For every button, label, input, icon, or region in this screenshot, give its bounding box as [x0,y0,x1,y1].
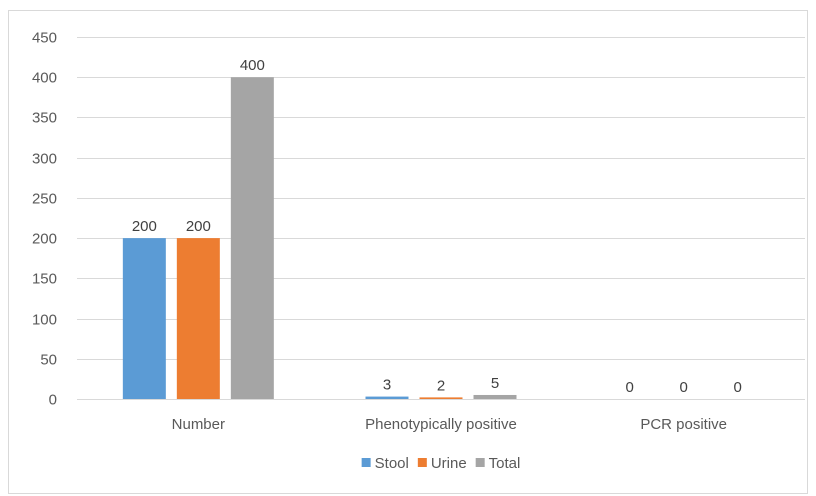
bar [176,238,220,399]
y-tick-label: 250 [32,191,57,208]
bar [230,77,274,399]
y-tick-label: 400 [32,70,57,87]
legend-swatch [361,458,371,467]
legend-label: Stool [375,455,409,472]
legend-label: Urine [431,455,467,472]
y-tick-label: 450 [32,30,57,47]
legend-label: Total [489,455,521,472]
bar [365,396,409,399]
data-label: 5 [491,375,499,392]
y-tick-label: 100 [32,312,57,329]
bar [473,394,517,399]
x-tick-label: PCR positive [640,416,727,433]
bar [122,238,166,399]
data-label: 200 [186,218,211,235]
y-tick-label: 50 [40,352,57,369]
data-label: 0 [625,379,633,396]
x-tick-label: Phenotypically positive [365,416,517,433]
data-label: 200 [132,218,157,235]
y-tick-label: 350 [32,110,57,127]
legend-swatch [475,458,485,467]
y-tick-label: 0 [49,392,57,409]
y-tick-label: 200 [32,231,57,248]
data-label: 0 [733,379,741,396]
x-tick-label: Number [172,416,225,433]
data-label: 3 [383,377,391,394]
y-tick-label: 150 [32,271,57,288]
legend-swatch [417,458,427,467]
y-tick-label: 300 [32,151,57,168]
data-label: 0 [679,379,687,396]
data-label: 400 [240,57,265,74]
bar [419,397,463,399]
data-label: 2 [437,377,445,394]
